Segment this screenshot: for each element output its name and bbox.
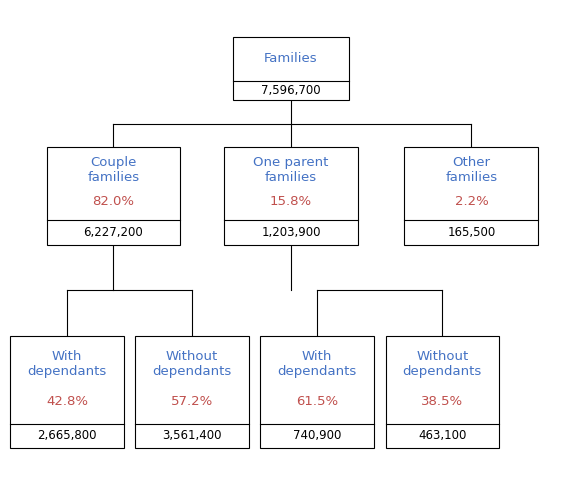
Text: Without
dependants: Without dependants <box>152 350 232 378</box>
Text: 7,596,700: 7,596,700 <box>261 84 321 97</box>
Bar <box>260 336 374 448</box>
Text: With
dependants: With dependants <box>278 350 357 378</box>
Text: 463,100: 463,100 <box>418 429 467 442</box>
Text: One parent
families: One parent families <box>253 156 329 184</box>
Text: 3,561,400: 3,561,400 <box>162 429 222 442</box>
Text: Families: Families <box>264 52 318 65</box>
Bar <box>47 147 180 245</box>
Text: Couple
families: Couple families <box>87 156 140 184</box>
Bar <box>135 336 249 448</box>
Text: Other
families: Other families <box>445 156 498 184</box>
Bar <box>10 336 124 448</box>
Text: 61.5%: 61.5% <box>296 395 338 408</box>
Text: 57.2%: 57.2% <box>171 395 213 408</box>
Text: 38.5%: 38.5% <box>421 395 463 408</box>
Bar <box>385 336 499 448</box>
Text: 740,900: 740,900 <box>293 429 342 442</box>
Text: 2,665,800: 2,665,800 <box>37 429 97 442</box>
Text: 2.2%: 2.2% <box>455 195 488 208</box>
Text: 82.0%: 82.0% <box>93 195 134 208</box>
Bar <box>404 147 538 245</box>
Text: 6,227,200: 6,227,200 <box>84 226 143 239</box>
Bar <box>233 37 349 100</box>
Text: 165,500: 165,500 <box>448 226 495 239</box>
Text: 15.8%: 15.8% <box>270 195 312 208</box>
Text: Without
dependants: Without dependants <box>403 350 482 378</box>
Text: 1,203,900: 1,203,900 <box>261 226 321 239</box>
Text: With
dependants: With dependants <box>27 350 107 378</box>
Bar <box>224 147 358 245</box>
Text: 42.8%: 42.8% <box>46 395 88 408</box>
